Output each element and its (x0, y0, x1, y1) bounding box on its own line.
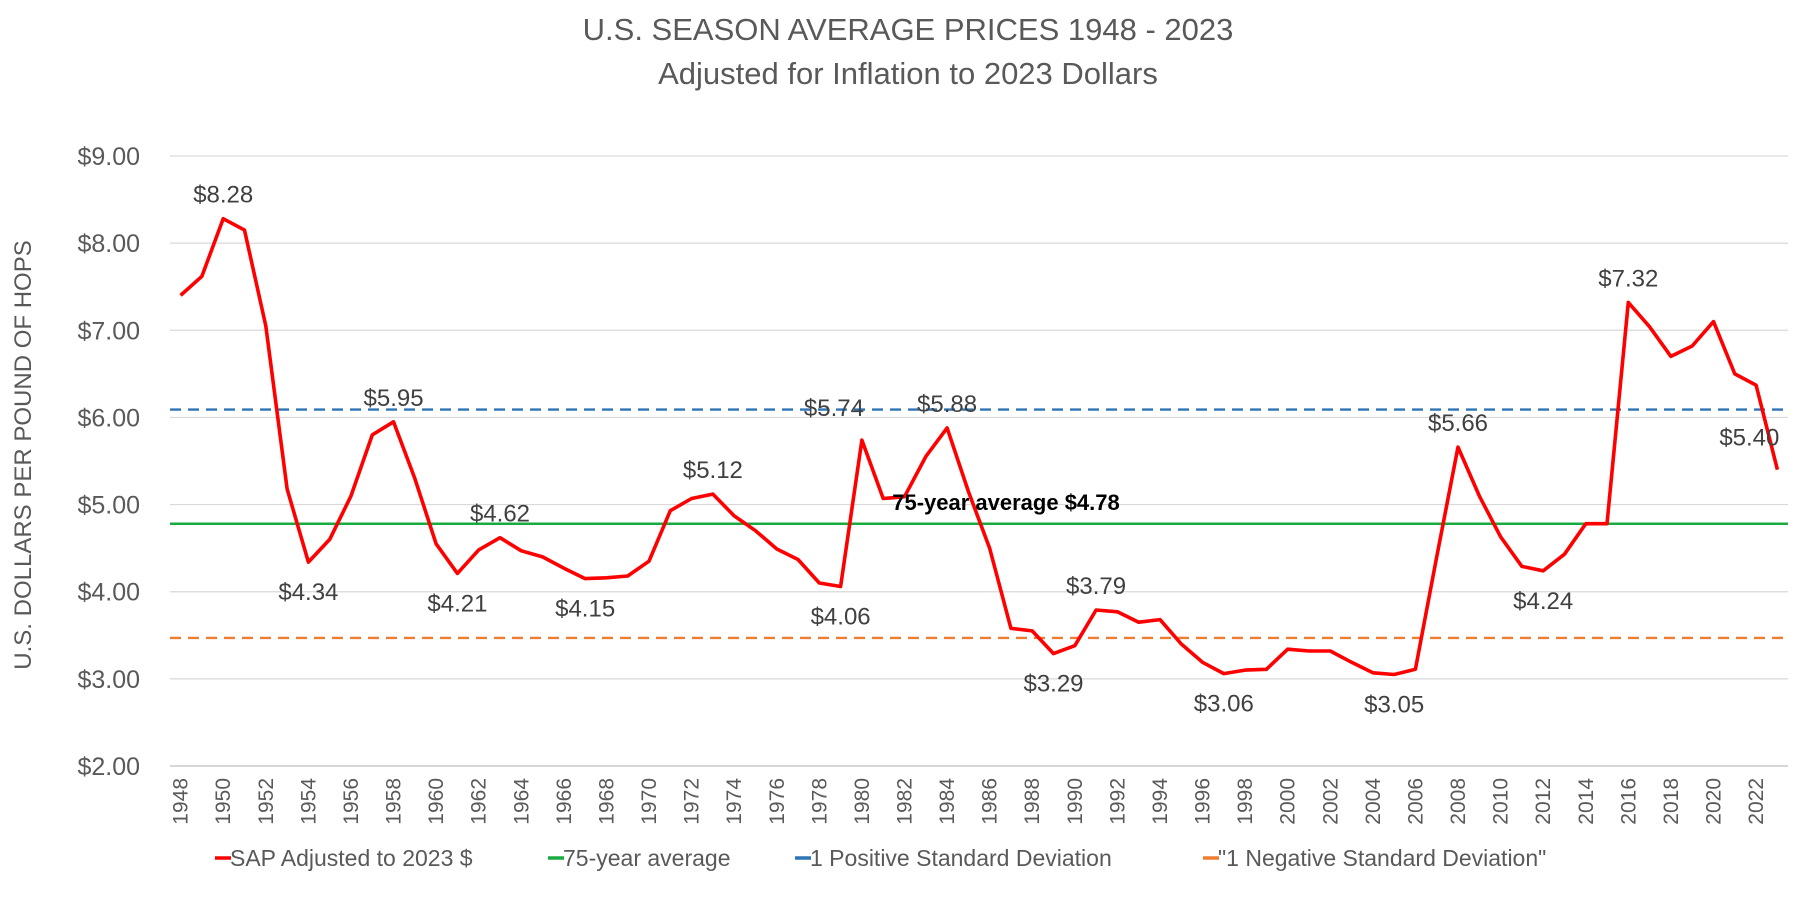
x-tick-label: 1990 (1064, 778, 1087, 825)
data-label: $3.79 (1066, 573, 1126, 600)
x-tick-label: 2000 (1277, 778, 1300, 825)
y-axis: $2.00 $3.00 $4.00 $5.00 $6.00 $7.00 $8.00 $9.00 (77, 143, 140, 781)
data-label: $4.06 (811, 603, 871, 630)
x-tick-label: 1974 (723, 778, 746, 825)
x-tick-label: 1958 (383, 778, 406, 825)
legend-item-label: "1 Negative Standard Deviation" (1218, 845, 1546, 871)
x-axis: 1948 1950 1952 1954 1956 1958 1960 1962 1964 1966… (170, 778, 1768, 825)
legend-item-label: SAP Adjusted to 2023 $ (230, 845, 473, 871)
y-tick-label: $5.00 (77, 492, 140, 520)
data-label: $5.66 (1428, 410, 1488, 437)
x-tick-label: 1988 (1021, 778, 1044, 825)
x-tick-label: 1948 (170, 778, 193, 825)
data-label: $7.32 (1598, 265, 1658, 292)
x-tick-label: 1968 (595, 778, 618, 825)
data-label: $5.95 (364, 385, 424, 412)
series-line (179, 216, 1780, 677)
x-tick-label: 2004 (1362, 778, 1385, 825)
y-tick-label: $4.00 (77, 579, 140, 607)
data-label: $4.24 (1513, 588, 1573, 615)
x-tick-label: 2016 (1617, 778, 1640, 825)
price-series (179, 216, 1780, 677)
x-tick-label: 2022 (1745, 778, 1768, 825)
gridlines (170, 155, 1788, 767)
x-tick-label: 1984 (936, 778, 959, 825)
y-tick-label: $6.00 (77, 404, 140, 432)
data-label: $5.88 (917, 391, 977, 418)
y-tick-label: $9.00 (77, 143, 140, 171)
x-tick-label: 1950 (212, 778, 235, 825)
x-tick-label: 1992 (1106, 778, 1129, 825)
x-tick-label: 2020 (1702, 778, 1725, 825)
x-tick-label: 1980 (851, 778, 874, 825)
x-tick-label: 1970 (638, 778, 661, 825)
data-label: $4.34 (278, 579, 338, 606)
x-tick-label: 2008 (1447, 778, 1470, 825)
x-tick-label: 1952 (255, 778, 278, 825)
x-tick-label: 1976 (766, 778, 789, 825)
data-labels: $8.28 $4.34 $5.95 $4.21 $4.62 $4.15 $5.12 $4.06… (193, 182, 1779, 719)
x-tick-label: 2010 (1490, 778, 1513, 825)
data-label: $3.06 (1194, 691, 1254, 718)
y-tick-label: $2.00 (77, 753, 140, 781)
data-label: $5.40 (1719, 425, 1779, 452)
y-tick-label: $3.00 (77, 666, 140, 694)
chart-subtitle: Adjusted for Inflation to 2023 Dollars (658, 56, 1158, 91)
x-tick-label: 1996 (1192, 778, 1215, 825)
x-tick-label: 1954 (297, 778, 320, 825)
x-tick-label: 1964 (510, 778, 533, 825)
y-axis-label: U.S. DOLLARS PER POUND OF HOPS (10, 240, 37, 669)
x-tick-label: 2006 (1404, 778, 1427, 825)
x-tick-label: 1966 (553, 778, 576, 825)
data-label: $3.29 (1023, 671, 1083, 698)
x-tick-label: 1962 (468, 778, 491, 825)
x-tick-label: 1972 (681, 778, 704, 825)
y-tick-label: $8.00 (77, 230, 140, 258)
x-tick-label: 1994 (1149, 778, 1172, 825)
data-label: $4.62 (470, 501, 530, 528)
x-tick-label: 2012 (1532, 778, 1555, 825)
average-annotation: 75-year average $4.78 (892, 490, 1120, 515)
x-tick-label: 1960 (425, 778, 448, 825)
data-label: $3.05 (1364, 692, 1424, 719)
y-tick-label: $7.00 (77, 317, 140, 345)
x-tick-label: 2014 (1575, 778, 1598, 825)
x-tick-label: 1986 (979, 778, 1002, 825)
data-label: $5.12 (683, 457, 743, 484)
data-label: $4.15 (555, 596, 615, 623)
chart-title: U.S. SEASON AVERAGE PRICES 1948 - 2023 (582, 12, 1234, 47)
legend-item-label: 1 Positive Standard Deviation (810, 845, 1112, 871)
x-tick-label: 2018 (1660, 778, 1683, 825)
x-tick-label: 2002 (1319, 778, 1342, 825)
data-label: $4.21 (427, 590, 487, 617)
x-tick-label: 1998 (1234, 778, 1257, 825)
legend-item-label: 75-year average (563, 845, 731, 871)
data-label: $8.28 (193, 182, 253, 209)
x-tick-label: 1982 (893, 778, 916, 825)
x-tick-label: 1978 (808, 778, 831, 825)
data-label: $5.74 (804, 395, 864, 422)
x-tick-label: 1956 (340, 778, 363, 825)
legend: SAP Adjusted to 2023 $ 75-year average 1 P… (215, 845, 1546, 871)
